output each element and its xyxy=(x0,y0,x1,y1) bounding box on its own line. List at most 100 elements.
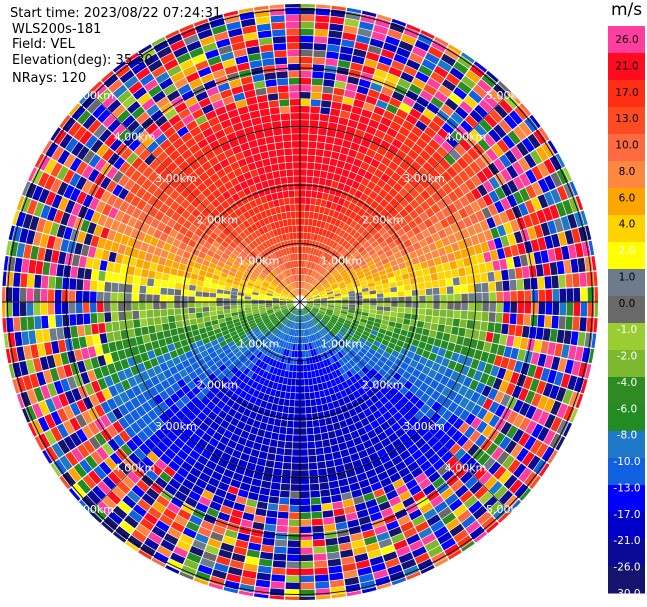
velocity-bin xyxy=(313,553,327,561)
velocity-bin xyxy=(71,202,82,216)
velocity-bin xyxy=(104,302,111,312)
velocity-bin xyxy=(67,376,77,390)
velocity-bin xyxy=(456,335,465,346)
velocity-bin xyxy=(488,461,501,475)
velocity-bin xyxy=(393,327,402,335)
velocity-bin xyxy=(149,236,159,247)
velocity-bin xyxy=(424,419,435,431)
velocity-bin xyxy=(238,243,246,251)
velocity-bin xyxy=(261,115,272,124)
velocity-bin xyxy=(62,314,70,327)
velocity-bin xyxy=(51,442,65,458)
velocity-bin xyxy=(282,271,288,278)
velocity-bin xyxy=(71,105,86,121)
velocity-bin xyxy=(371,562,386,573)
velocity-bin xyxy=(118,292,125,302)
velocity-bin xyxy=(297,308,300,316)
velocity-bin xyxy=(58,339,67,353)
velocity-bin xyxy=(217,336,225,343)
velocity-bin xyxy=(113,434,126,447)
velocity-bin xyxy=(580,378,588,394)
velocity-bin xyxy=(282,341,287,349)
velocity-bin xyxy=(143,360,153,370)
velocity-bin xyxy=(56,224,67,238)
velocity-bin xyxy=(437,247,447,257)
velocity-bin xyxy=(170,267,178,276)
velocity-bin xyxy=(343,395,351,404)
velocity-bin xyxy=(255,182,263,191)
velocity-bin xyxy=(186,182,197,193)
velocity-bin xyxy=(415,362,425,372)
velocity-bin xyxy=(59,133,73,149)
velocity-bin xyxy=(455,484,469,498)
velocity-bin xyxy=(397,285,405,292)
velocity-bin xyxy=(300,127,309,134)
velocity-bin xyxy=(376,236,385,245)
velocity-bin xyxy=(332,451,342,460)
velocity-bin xyxy=(212,355,221,364)
velocity-bin xyxy=(246,46,260,55)
velocity-bin xyxy=(227,363,236,371)
velocity-bin xyxy=(429,214,440,225)
velocity-bin xyxy=(141,179,153,191)
velocity-bin xyxy=(249,60,263,69)
velocity-bin xyxy=(236,270,244,277)
velocity-bin xyxy=(464,115,478,128)
velocity-bin xyxy=(431,280,439,288)
velocity-bin xyxy=(317,461,326,469)
velocity-bin xyxy=(226,171,236,181)
velocity-bin xyxy=(131,484,145,498)
velocity-bin xyxy=(358,115,370,125)
velocity-bin xyxy=(508,324,516,336)
velocity-bin xyxy=(372,326,380,332)
velocity-bin xyxy=(181,209,191,220)
velocity-bin xyxy=(265,364,272,372)
velocity-bin xyxy=(453,504,468,517)
velocity-bin xyxy=(425,308,433,316)
velocity-bin xyxy=(313,297,321,300)
velocity-bin xyxy=(503,246,513,258)
velocity-bin xyxy=(203,354,212,363)
velocity-bin xyxy=(475,382,486,394)
velocity-bin xyxy=(326,310,333,315)
velocity-bin xyxy=(227,109,239,119)
velocity-bin xyxy=(446,166,458,178)
velocity-bin xyxy=(173,372,183,382)
velocity-bin xyxy=(562,199,573,215)
velocity-bin xyxy=(585,225,592,241)
velocity-bin xyxy=(238,310,245,315)
velocity-bin xyxy=(216,555,231,566)
velocity-bin xyxy=(210,62,224,73)
velocity-bin xyxy=(389,259,398,267)
velocity-bin xyxy=(535,146,549,162)
velocity-bin xyxy=(239,205,248,214)
velocity-bin xyxy=(420,565,435,574)
velocity-bin xyxy=(198,223,208,232)
velocity-bin xyxy=(280,281,286,288)
velocity-bin xyxy=(338,331,345,337)
velocity-bin xyxy=(342,302,349,305)
velocity-bin xyxy=(428,266,437,274)
velocity-bin xyxy=(322,352,329,360)
velocity-bin xyxy=(419,302,426,309)
velocity-bin xyxy=(173,155,185,167)
velocity-bin xyxy=(307,321,312,328)
velocity-bin xyxy=(281,280,287,287)
velocity-bin xyxy=(396,484,409,496)
velocity-bin xyxy=(322,269,328,276)
velocity-bin xyxy=(457,509,472,523)
velocity-bin xyxy=(79,499,92,513)
velocity-bin xyxy=(254,435,264,444)
velocity-bin xyxy=(367,505,380,515)
velocity-bin xyxy=(237,190,246,199)
velocity-bin xyxy=(318,288,325,293)
velocity-bin xyxy=(355,292,363,296)
velocity-bin xyxy=(366,206,375,215)
velocity-bin xyxy=(163,58,179,71)
velocity-bin xyxy=(376,293,384,298)
velocity-bin xyxy=(255,331,262,337)
velocity-bin xyxy=(77,325,85,337)
velocity-bin xyxy=(290,275,294,283)
velocity-bin xyxy=(529,378,540,392)
velocity-bin xyxy=(520,228,530,242)
